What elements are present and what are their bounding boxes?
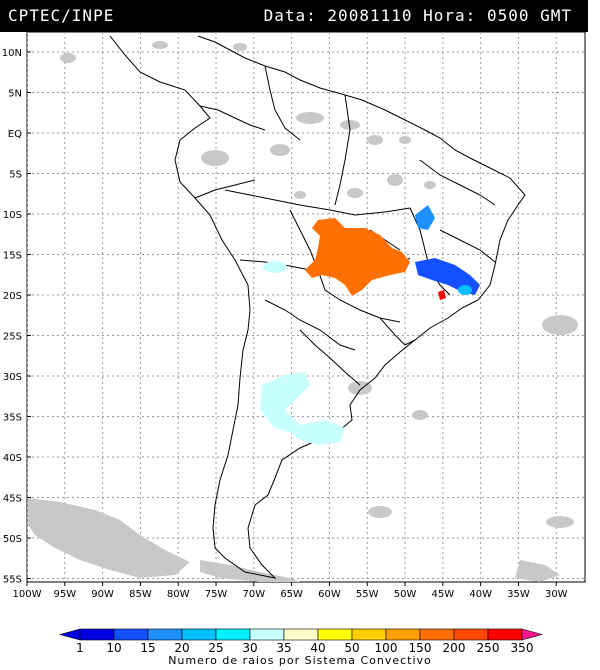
legend-swatch [181, 628, 217, 641]
legend-tick-label: 10 [106, 641, 121, 655]
lat-label: 25S [3, 332, 22, 343]
date-label: Data: [263, 6, 317, 25]
lat-label: EQ [8, 129, 22, 140]
legend-tick-label: 15 [140, 641, 155, 655]
hour-value: 0500 GMT [486, 6, 572, 25]
lat-label: 50S [3, 534, 22, 545]
lon-label: 65W [280, 589, 303, 600]
coastlines [109, 35, 526, 579]
lat-label: 20S [3, 291, 22, 302]
legend-tick-label: 30 [242, 641, 257, 655]
lon-label: 50W [394, 589, 417, 600]
legend-tick-label: 20 [174, 641, 189, 655]
lon-label: 85W [129, 589, 152, 600]
date-value: 20081110 [327, 6, 413, 25]
legend-swatch [79, 628, 115, 641]
lon-label: 95W [53, 589, 76, 600]
convective-systems [260, 205, 480, 445]
legend-swatch [215, 628, 251, 641]
lat-label: 30S [3, 372, 22, 383]
graticule-grid [27, 32, 585, 582]
legend-swatch [317, 628, 353, 641]
longitude-labels: 100W 95W 90W 85W 80W 75W 70W 65W 60W 55W 50W 45W 40W… [13, 582, 568, 600]
legend-swatch [113, 628, 149, 641]
hour-label: Hora: [423, 6, 477, 25]
lat-label: 45S [3, 494, 22, 505]
cloud-cover [28, 41, 578, 582]
lat-label: 55S [3, 575, 22, 586]
header-bar: CPTEC/INPE Data: 20081110 Hora: 0500 GMT [0, 0, 588, 32]
lat-label: 40S [3, 453, 22, 464]
legend-tick-label: 25 [208, 641, 223, 655]
legend-tick-label: 40 [310, 641, 325, 655]
lat-label: 15S [3, 251, 22, 262]
source-title: CPTEC/INPE [8, 6, 115, 25]
lon-label: 60W [318, 589, 341, 600]
legend-swatch [283, 628, 319, 641]
legend-tick-label: 350 [511, 641, 534, 655]
lon-label: 70W [243, 589, 266, 600]
legend-tick-label: 100 [375, 641, 398, 655]
lon-label: 35W [507, 589, 530, 600]
legend-arrow-left [58, 628, 81, 641]
lon-label: 75W [205, 589, 228, 600]
lon-label: 80W [167, 589, 190, 600]
legend-arrow-right [521, 628, 544, 641]
legend-swatch [385, 628, 421, 641]
lat-label: 5N [8, 89, 22, 100]
legend-caption: Numero de raios por Sistema Convectivo [168, 654, 432, 667]
lon-label: 100W [13, 589, 42, 600]
legend-swatch [249, 628, 285, 641]
lon-label: 45W [432, 589, 455, 600]
legend-tick-label: 35 [276, 641, 291, 655]
legend-swatch [147, 628, 183, 641]
legend-tick-label: 1 [76, 641, 84, 655]
latitude-labels: 10N 5N EQ 5S 10S 15S 20S 25S 30S 35S 40S 45S 50S 55S [2, 48, 31, 586]
system-cyan [458, 285, 472, 295]
lon-label: 30W [545, 589, 568, 600]
system-red [438, 290, 446, 300]
color-legend: 1 10 15 20 25 30 35 40 50 100 150 200 250 350 [58, 628, 544, 655]
legend-swatch [419, 628, 455, 641]
legend-swatch [453, 628, 489, 641]
lon-label: 55W [356, 589, 379, 600]
system-blue-ne [415, 205, 435, 230]
system-pale-south [260, 372, 345, 445]
legend-tick-label: 150 [409, 641, 432, 655]
lon-label: 90W [91, 589, 114, 600]
system-orange [305, 218, 410, 296]
legend-tick-label: 50 [344, 641, 359, 655]
lon-label: 40W [469, 589, 492, 600]
legend-swatch [487, 628, 523, 641]
lat-label: 10N [2, 48, 22, 59]
lat-label: 35S [3, 413, 22, 424]
lat-label: 5S [9, 170, 22, 181]
lat-label: 10S [3, 210, 22, 221]
timestamp: Data: 20081110 Hora: 0500 GMT [264, 6, 572, 25]
legend-swatch [351, 628, 387, 641]
legend-tick-label: 200 [443, 641, 466, 655]
system-pale-north [263, 261, 287, 273]
legend-tick-label: 250 [477, 641, 500, 655]
